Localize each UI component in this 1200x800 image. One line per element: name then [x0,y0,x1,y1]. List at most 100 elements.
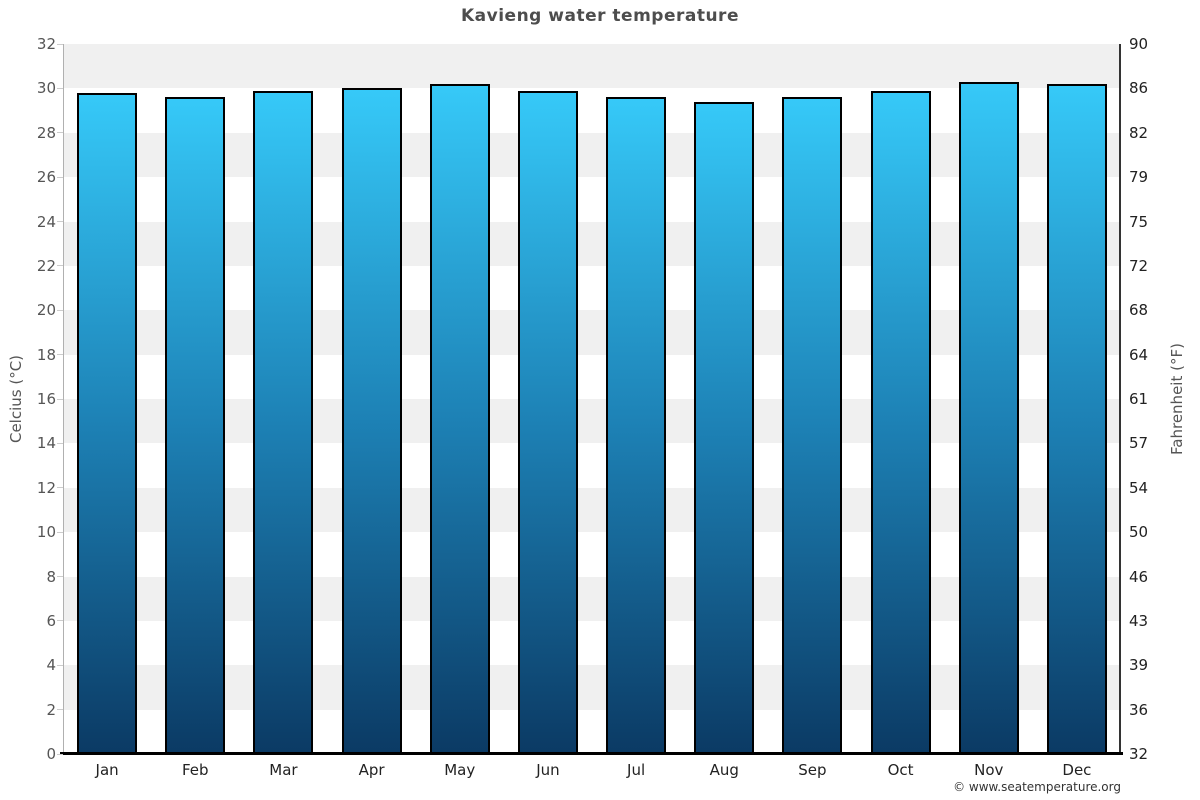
y-left-tick-mark [57,87,63,89]
y-left-tick-mark [57,487,63,489]
y-right-tick-label: 39 [1129,656,1149,675]
bar-feb [165,97,226,754]
y-left-tick-mark [57,442,63,444]
y-right-tick-label: 57 [1129,434,1149,453]
y-right-tick-label: 54 [1129,478,1149,497]
bar-aug [694,101,755,754]
y-right-tick-label: 86 [1129,79,1149,98]
plot-band [63,265,1121,311]
y-right-tick-label: 90 [1129,35,1149,53]
bar-slot-aug [680,44,768,754]
plot-band [63,354,1121,399]
y-left-tick-mark [57,132,63,134]
bar-slot-sep [768,44,856,754]
chart-title: Kavieng water temperature [461,6,739,26]
month-label-may: May [444,761,476,779]
month-label-jan: Jan [95,761,119,779]
bar-jul [606,97,667,754]
y-left-tick-mark [57,753,63,755]
bar-may [429,83,490,754]
month-label-apr: Apr [358,761,385,779]
y-left-tick-label: 6 [46,611,56,630]
bar-mar [253,90,314,754]
y-left-tick-label: 30 [36,79,56,98]
month-label-aug: Aug [709,761,739,779]
y-left-tick-label: 4 [46,656,56,675]
y-left-tick-label: 2 [46,700,56,719]
bar-slot-feb [151,44,239,754]
plot-band [63,221,1121,266]
y-right-tick-label: 36 [1129,700,1149,719]
y-left-tick-label: 18 [36,345,56,364]
plot-band [63,443,1121,488]
y-right-tick-label: 75 [1129,212,1149,231]
plot-band [63,620,1121,666]
right-axis-labels: 90 86 82 79 75 72 68 64 61 57 54 50 46 43 39 36 32 [1129,35,1189,763]
plot-band [63,532,1121,577]
y-left-tick-label: 10 [36,523,56,542]
y-left-tick-mark [57,221,63,222]
bar-nov [958,81,1019,754]
y-left-tick-label: 26 [36,168,56,187]
bar-slot-may [416,44,504,754]
left-axis-title: Celcius (°C) [7,354,25,444]
y-right-tick-label: 43 [1129,611,1149,630]
bar-slot-jun [504,44,592,754]
y-right-tick-label: 32 [1129,745,1149,763]
bar-dec [1046,83,1107,754]
x-axis-line [60,752,1123,755]
plot-band [63,576,1121,621]
copyright-link[interactable]: © www.seatemperature.org [953,780,1121,794]
y-left-tick-mark [57,709,63,711]
bar-slot-mar [239,44,327,754]
y-left-tick-label: 12 [36,478,56,497]
y-left-tick-mark [57,176,63,178]
month-label-jun: Jun [536,761,560,779]
y-left-tick-label: 0 [46,745,56,763]
bar-slot-apr [328,44,416,754]
bar-slot-oct [857,44,945,754]
y-left-tick-mark [57,531,63,533]
plot-area [63,44,1121,754]
y-right-tick-label: 64 [1129,345,1149,364]
month-label-dec: Dec [1062,761,1092,779]
y-left-tick-label: 24 [36,212,56,231]
y-right-tick-label: 72 [1129,256,1149,275]
y-right-tick-label: 79 [1129,168,1149,187]
y-left-tick-mark [57,309,63,311]
left-axis-line [63,44,64,754]
y-left-tick-mark [57,265,63,267]
bar-jun [517,90,578,754]
month-label-mar: Mar [269,761,298,779]
y-right-tick-label: 82 [1129,123,1149,142]
y-right-tick-label: 50 [1129,523,1149,542]
y-left-tick-label: 22 [36,256,56,275]
month-label-feb: Feb [181,761,209,779]
plot-band [63,709,1121,754]
month-label-sep: Sep [798,761,827,779]
plot-band [63,132,1121,178]
y-left-tick-mark [57,43,63,45]
plot-band [63,88,1121,133]
y-left-tick-label: 16 [36,390,56,408]
bar-slot-jan [63,44,151,754]
bar-oct [870,90,931,754]
right-axis-title: Fahrenheit (°F) [1168,343,1186,455]
left-axis-labels: 32 30 28 26 24 22 20 18 16 14 12 10 8 6 4 2 0 [0,35,56,763]
month-label-nov: Nov [974,761,1004,779]
y-left-tick-label: 28 [36,123,56,142]
right-axis-line [1119,44,1121,754]
y-left-tick-mark [57,576,63,577]
month-label-jul: Jul [627,761,646,779]
bar-apr [341,88,402,754]
y-left-tick-mark [57,620,63,622]
bar-sep [782,97,843,754]
plot-band [63,44,1121,89]
y-left-tick-label: 8 [46,567,56,586]
y-left-tick-label: 14 [36,434,56,453]
plot-band [63,665,1121,710]
plot-band [63,487,1121,533]
bar-jan [77,92,138,754]
y-left-tick-label: 20 [36,301,56,320]
